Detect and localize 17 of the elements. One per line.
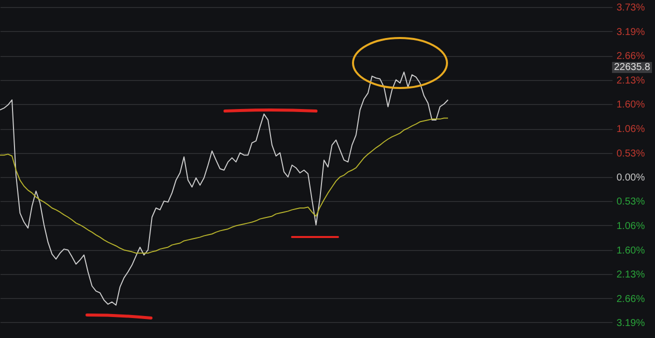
y-tick-label: 1.60% (616, 245, 645, 256)
y-tick-label: 3.19% (616, 26, 645, 38)
y-tick-label: 0.53% (616, 148, 645, 160)
y-tick-label: 2.13% (616, 75, 645, 86)
y-tick-label: 0.53% (616, 196, 645, 208)
y-tick-label: 2.66% (616, 51, 645, 62)
text: 22635.8 (612, 62, 652, 73)
y-tick-label: 0.00% (616, 172, 645, 184)
line-series (0, 118, 448, 254)
y-tick-label: 1.06% (616, 220, 645, 232)
y-tick-label: 3.73% (616, 2, 645, 14)
y-tick-label: 2.66% (616, 294, 645, 305)
y-tick-label: 1.06% (616, 124, 645, 136)
y-tick-label: 2.13% (616, 270, 645, 281)
y-tick-label: 3.19% (616, 318, 645, 329)
y-tick-label: 1.60% (616, 100, 645, 110)
line-series (0, 72, 448, 306)
